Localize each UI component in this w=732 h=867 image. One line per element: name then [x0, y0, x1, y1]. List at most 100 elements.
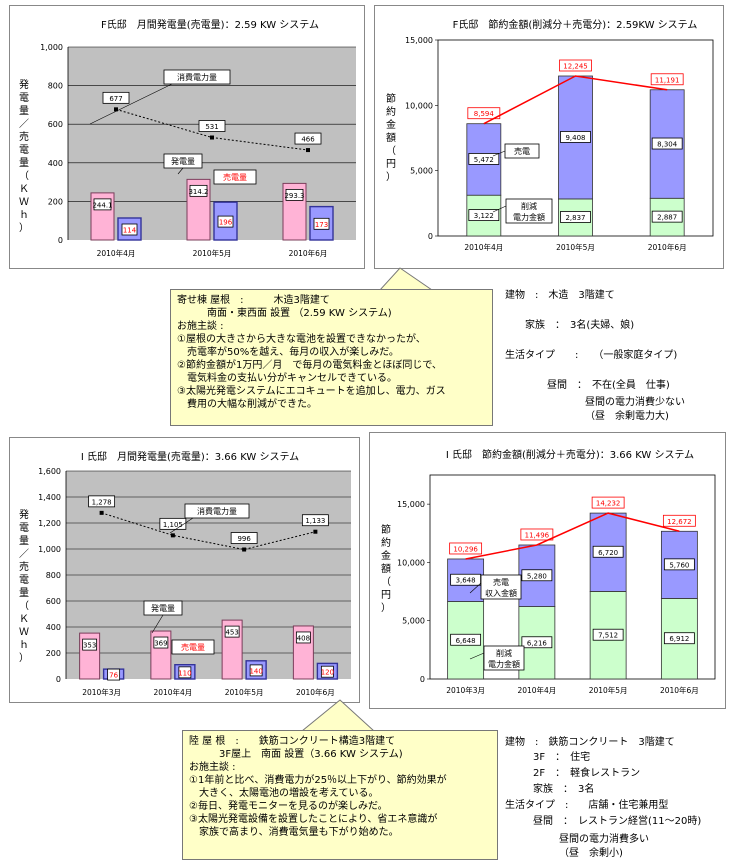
reduction-value-label: 7,512: [598, 632, 618, 640]
y-tick-label: 1,600: [38, 467, 61, 476]
i-house-info: 建物 : 鉄筋コンクリート 3階建て 3F ： 住宅 2F ： 軽食レストラン …: [505, 736, 730, 864]
sale-label-box: [560, 131, 591, 143]
consumption-point: [242, 547, 247, 552]
reduction-label-box: [450, 633, 482, 646]
callout-line: ①屋根の大きさから大きな電池を設置できなかったが、: [177, 334, 426, 345]
svg-text:電: 電: [19, 522, 29, 534]
y-tick-label: 1,000: [40, 43, 63, 52]
consumption-label-box: [198, 120, 226, 132]
reduction-value-label: 2,837: [565, 214, 585, 222]
reduction-value-label: 2,887: [657, 214, 677, 222]
f-generation-chart: F氏邸 月間発電量(売電量)：2.59 KW システム 0 200 400 600 800…: [19, 18, 356, 258]
consumption-callout: [184, 503, 250, 519]
info-line: （昼 余剰小): [559, 848, 623, 859]
svg-text:）: ）: [381, 602, 391, 614]
x-tick-label: 2010年5月: [225, 687, 264, 697]
y-tick-label: 10,000: [397, 558, 425, 567]
consumption-point: [99, 510, 104, 515]
svg-text:量: 量: [19, 587, 29, 599]
x-tick-label: 2010年6月: [648, 242, 687, 252]
chart-title: I 氏邸 月間発電量(売電量)：3.66 KW システム: [81, 450, 299, 463]
chart-panel-i-savings: I 氏邸 節約金額(削減分＋売電分)：3.66 KW システム 0 5,000 10,…: [369, 432, 726, 709]
sold-value-label: 76: [109, 672, 118, 680]
f-savings-chart: F氏邸 節約金額(削減分＋売電分)：2.59KW システム 0 5,000 10,00…: [386, 18, 714, 252]
info-line: 昼間 ： レストラン経営(11～20時): [533, 816, 702, 827]
chart-panel-f-generation: F氏邸 月間発電量(売電量)：2.59 KW システム 0 200 400 600 800…: [9, 5, 365, 269]
sold-label-box: [217, 215, 234, 228]
generation-label-box: [82, 638, 98, 651]
callout-line: お施主談 :: [177, 321, 224, 332]
sold-callout-text: 売電量: [223, 172, 247, 182]
svg-text:Ｗ: Ｗ: [19, 627, 29, 638]
generation-value-label: 453: [225, 629, 238, 637]
y-tick-label: 0: [58, 236, 63, 245]
y-tick-label: 800: [46, 571, 61, 580]
y-tick-label: 200: [48, 197, 63, 206]
x-tick-label: 2010年4月: [517, 685, 556, 695]
y-tick-label: 0: [428, 232, 433, 241]
generation-callout-text: 発電量: [151, 604, 175, 613]
total-line: [483, 75, 668, 125]
x-tick-label: 2010年6月: [296, 687, 335, 697]
y-tick-label: 600: [48, 120, 63, 129]
info-line: （昼 余剰電力大): [585, 411, 669, 422]
x-tick-label: 2010年4月: [153, 687, 192, 697]
reduction-value-label: 6,912: [669, 635, 689, 643]
generation-callout-pointer: [151, 614, 164, 634]
info-line: 3F ： 住宅: [533, 752, 591, 763]
x-tick-label: 2010年3月: [446, 685, 485, 695]
sold-value-label: 120: [321, 669, 334, 677]
callout-line: 大きく、太陽電池の増設を考えている。: [189, 788, 379, 799]
total-value-label: 11,191: [655, 76, 680, 84]
generation-value-label: 293.3: [284, 192, 304, 200]
total-value-label: 12,245: [563, 62, 588, 70]
reduction-label-box: [663, 632, 695, 645]
svg-text:売: 売: [19, 130, 29, 143]
svg-text:電: 電: [19, 144, 29, 156]
y-tick-label: 400: [48, 159, 63, 168]
svg-text:（: （: [19, 600, 29, 612]
reduction-callout-text: 削減: [521, 201, 537, 211]
consumption-value-label: 466: [301, 136, 315, 144]
svg-text:節: 節: [386, 92, 396, 105]
generation-label-box: [153, 636, 169, 649]
sold-label-box: [178, 666, 192, 679]
total-value-label: 14,232: [596, 500, 621, 508]
callout-line: お施主談 :: [189, 762, 236, 773]
sale-value-label: 5,760: [669, 561, 689, 569]
x-tick-label: 2010年5月: [193, 248, 232, 258]
i-savings-chart: I 氏邸 節約金額(削減分＋売電分)：3.66 KW システム 0 5,000 10,…: [381, 448, 716, 695]
sale-label-box: [663, 558, 695, 571]
f-owner-comment-callout: 寄せ棟 屋根 : 木造3階建て 南面・東西面 設置 （2.59 KW システム)…: [170, 289, 493, 426]
sale-value-label: 8,304: [657, 141, 678, 149]
generation-value-label: 314.2: [188, 188, 208, 196]
svg-text:額: 額: [386, 131, 396, 144]
callout-line: ③太陽光発電システムにエコキュートを追加し、電力、ガス: [177, 386, 446, 397]
i-generation-chart: I 氏邸 月間発電量(売電量)：3.66 KW システム 0 200 400 600 80…: [19, 450, 351, 697]
consumption-line: [115, 108, 309, 151]
total-label-box: [650, 73, 684, 86]
y-tick-label: 1,000: [38, 545, 61, 554]
y-axis-label: 発電量／売電量（ＫＷｈ）: [19, 78, 29, 234]
y-tick-label: 200: [46, 649, 61, 658]
consumption-label-box: [102, 91, 130, 104]
y-tick-label: 5,000: [402, 617, 425, 626]
y-tick-label: 15,000: [397, 500, 425, 509]
reduction-callout-text: 電力金額: [488, 659, 520, 669]
svg-text:金: 金: [381, 549, 391, 562]
sale-label-box: [592, 545, 624, 558]
y-tick-label: 10,000: [405, 101, 433, 110]
consumption-label-box: [230, 532, 258, 544]
consumption-value-label: 1,278: [92, 498, 112, 506]
total-value-label: 10,296: [453, 545, 478, 553]
sale-callout-text: 収入金額: [485, 588, 517, 598]
callout-line: 3F屋上 南面 設置（3.66 KW システム): [189, 749, 403, 760]
generation-label-box: [285, 188, 304, 201]
y-tick-label: 1,400: [38, 493, 61, 502]
consumption-label-box: [294, 132, 322, 145]
svg-text:Ｋ: Ｋ: [19, 614, 29, 625]
sold-callout: [213, 169, 257, 185]
total-label-box: [559, 59, 592, 72]
chart-title: I 氏邸 節約金額(削減分＋売電分)：3.66 KW システム: [446, 448, 694, 461]
svg-text:約: 約: [381, 536, 391, 549]
